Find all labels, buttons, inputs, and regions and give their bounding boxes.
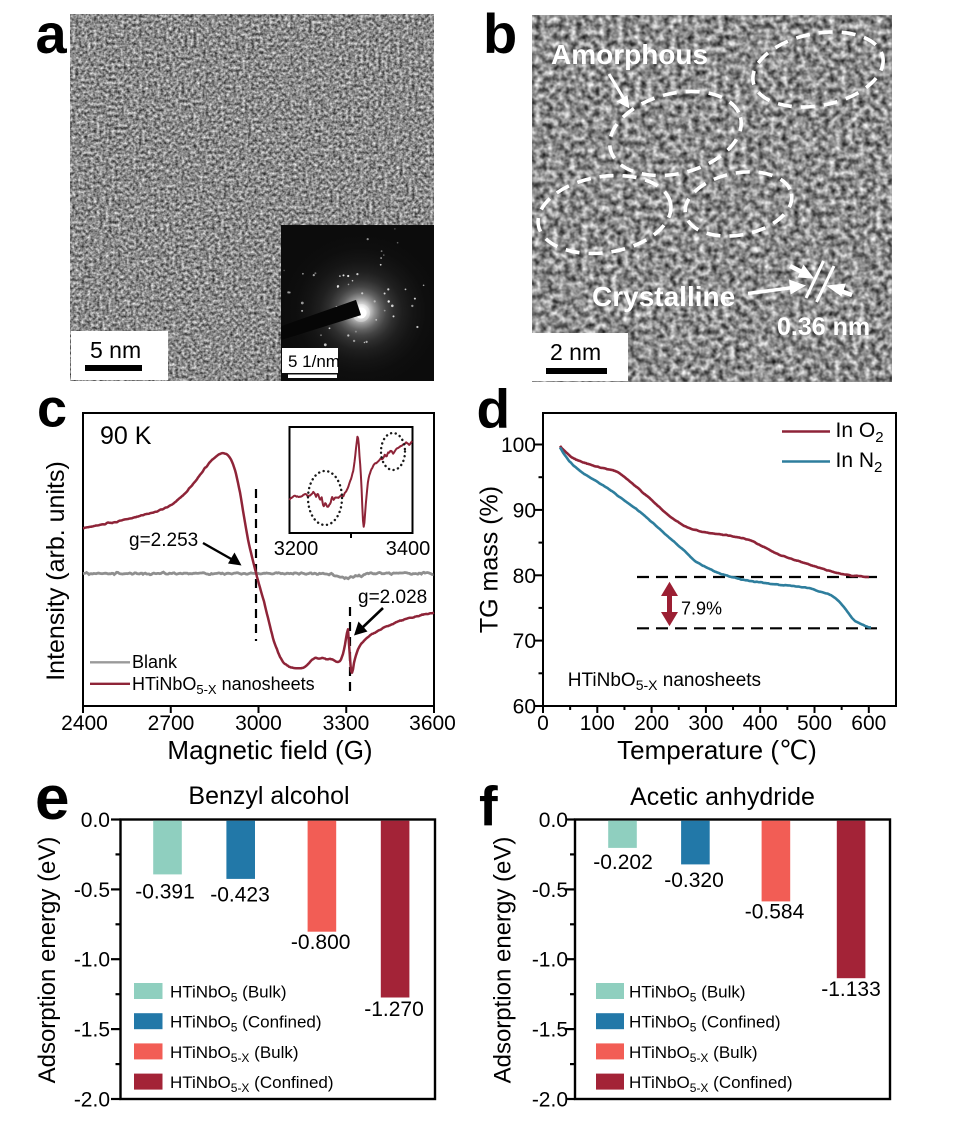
svg-text:5 nm: 5 nm bbox=[90, 337, 141, 363]
svg-text:3600: 3600 bbox=[409, 712, 456, 735]
svg-text:-0.800: -0.800 bbox=[291, 931, 351, 954]
svg-text:-0.320: -0.320 bbox=[664, 869, 724, 892]
svg-text:-1.270: -1.270 bbox=[364, 998, 424, 1021]
svg-text:70: 70 bbox=[513, 630, 536, 653]
svg-text:Magnetic field (G): Magnetic field (G) bbox=[167, 735, 372, 765]
svg-text:2400: 2400 bbox=[61, 712, 108, 735]
svg-text:HTiNbO5 (Confined): HTiNbO5 (Confined) bbox=[629, 1013, 781, 1035]
svg-text:0.0: 0.0 bbox=[539, 809, 568, 832]
svg-text:90 K: 90 K bbox=[100, 422, 152, 450]
svg-text:-2.0: -2.0 bbox=[74, 1089, 110, 1112]
svg-text:2 nm: 2 nm bbox=[550, 339, 601, 365]
svg-text:HTiNbO5 (Bulk): HTiNbO5 (Bulk) bbox=[170, 983, 287, 1005]
svg-text:3000: 3000 bbox=[235, 712, 282, 735]
svg-text:0.0: 0.0 bbox=[81, 809, 110, 832]
svg-text:Crystalline: Crystalline bbox=[592, 281, 735, 312]
svg-text:c: c bbox=[37, 379, 67, 439]
svg-text:g=2.028: g=2.028 bbox=[358, 587, 427, 608]
svg-text:0.36 nm: 0.36 nm bbox=[777, 313, 870, 341]
svg-text:Acetic anhydride: Acetic anhydride bbox=[630, 783, 815, 811]
svg-text:90: 90 bbox=[513, 499, 536, 522]
svg-text:Benzyl alcohol: Benzyl alcohol bbox=[188, 782, 349, 810]
svg-text:-1.5: -1.5 bbox=[74, 1019, 110, 1042]
svg-text:3400: 3400 bbox=[386, 538, 431, 560]
svg-text:400: 400 bbox=[743, 712, 778, 735]
svg-text:-0.5: -0.5 bbox=[74, 879, 110, 902]
svg-text:g=2.253: g=2.253 bbox=[129, 530, 198, 551]
svg-text:HTiNbO5-X (Confined): HTiNbO5-X (Confined) bbox=[170, 1073, 334, 1095]
svg-text:3300: 3300 bbox=[323, 712, 370, 735]
svg-text:100: 100 bbox=[580, 712, 615, 735]
svg-text:-0.584: -0.584 bbox=[745, 901, 805, 924]
svg-text:a: a bbox=[36, 2, 68, 65]
svg-text:-0.5: -0.5 bbox=[532, 879, 568, 902]
svg-text:-1.5: -1.5 bbox=[532, 1019, 568, 1042]
svg-text:-1.0: -1.0 bbox=[74, 949, 110, 972]
svg-text:Adsorption energy (eV): Adsorption energy (eV) bbox=[490, 837, 517, 1084]
svg-text:60: 60 bbox=[513, 696, 536, 719]
svg-text:HTiNbO5 (Confined): HTiNbO5 (Confined) bbox=[170, 1013, 322, 1035]
svg-text:HTiNbO5-X (Bulk): HTiNbO5-X (Bulk) bbox=[170, 1043, 299, 1065]
svg-text:2700: 2700 bbox=[148, 712, 195, 735]
svg-text:80: 80 bbox=[513, 565, 536, 588]
svg-text:0: 0 bbox=[537, 712, 549, 735]
svg-text:HTiNbO5 (Bulk): HTiNbO5 (Bulk) bbox=[629, 983, 746, 1005]
svg-text:600: 600 bbox=[851, 712, 886, 735]
svg-text:Adsorption energy (eV): Adsorption energy (eV) bbox=[34, 837, 61, 1084]
svg-text:5 1/nm: 5 1/nm bbox=[288, 352, 340, 371]
svg-text:7.9%: 7.9% bbox=[681, 599, 722, 619]
svg-text:-0.423: -0.423 bbox=[210, 884, 270, 907]
svg-text:f: f bbox=[479, 775, 498, 838]
svg-text:300: 300 bbox=[688, 712, 723, 735]
svg-text:100: 100 bbox=[501, 434, 536, 457]
svg-text:TG mass (%): TG mass (%) bbox=[476, 486, 504, 633]
svg-text:-2.0: -2.0 bbox=[532, 1089, 568, 1112]
svg-text:HTiNbO5-X (Bulk): HTiNbO5-X (Bulk) bbox=[629, 1043, 758, 1065]
svg-text:e: e bbox=[35, 764, 69, 833]
svg-text:HTiNbO5-X nanosheets: HTiNbO5-X nanosheets bbox=[568, 670, 761, 693]
svg-text:Intensity (arb. units): Intensity (arb. units) bbox=[42, 461, 70, 681]
svg-text:200: 200 bbox=[634, 712, 669, 735]
svg-text:Amorphous: Amorphous bbox=[551, 39, 708, 70]
svg-text:b: b bbox=[483, 2, 517, 65]
svg-text:In O2: In O2 bbox=[836, 419, 884, 446]
svg-text:d: d bbox=[477, 378, 511, 440]
svg-text:HTiNbO5-X nanosheets: HTiNbO5-X nanosheets bbox=[132, 674, 315, 697]
svg-text:500: 500 bbox=[797, 712, 832, 735]
svg-text:Temperature (℃): Temperature (℃) bbox=[617, 735, 817, 765]
svg-text:-0.202: -0.202 bbox=[593, 851, 653, 874]
svg-text:3200: 3200 bbox=[274, 538, 319, 560]
svg-text:-1.133: -1.133 bbox=[821, 978, 881, 1001]
svg-text:-1.0: -1.0 bbox=[532, 949, 568, 972]
svg-text:HTiNbO5-X (Confined): HTiNbO5-X (Confined) bbox=[629, 1073, 793, 1095]
svg-text:Blank: Blank bbox=[132, 652, 178, 672]
svg-text:In N2: In N2 bbox=[836, 449, 883, 476]
svg-text:-0.391: -0.391 bbox=[135, 881, 195, 904]
